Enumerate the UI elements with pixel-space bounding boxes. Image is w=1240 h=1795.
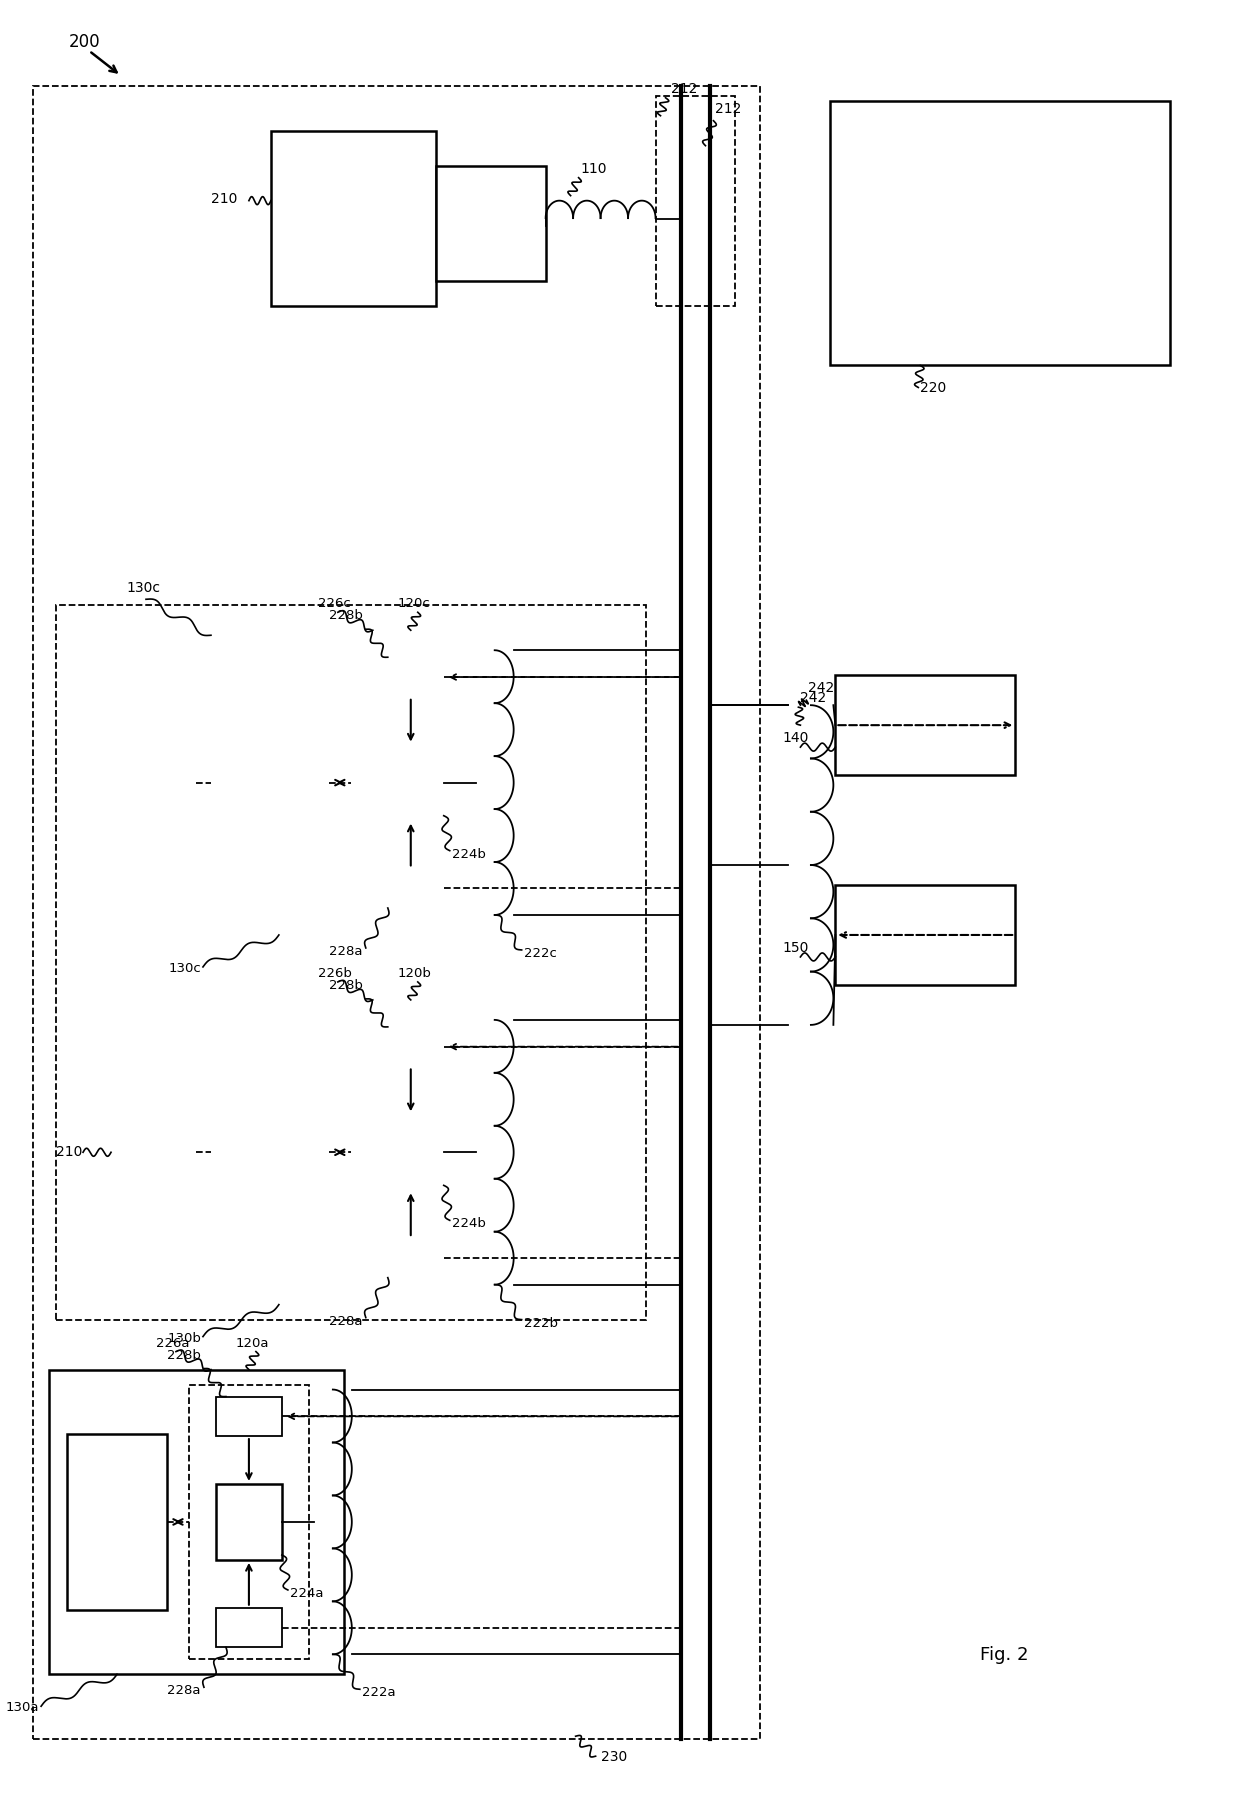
Bar [836,675,1016,775]
Text: 110: 110 [580,162,608,176]
Text: 228b: 228b [329,978,363,993]
Bar [229,1064,329,1240]
Bar [50,1370,343,1675]
Bar [216,1484,281,1560]
Text: 130b: 130b [167,1332,201,1344]
Bar [270,131,435,305]
Text: 220: 220 [920,382,946,395]
Bar [351,644,471,921]
Text: 226c: 226c [317,598,351,610]
Text: 210: 210 [56,1145,83,1160]
Bar [211,1000,506,1305]
Bar [831,101,1171,366]
Text: Fig. 2: Fig. 2 [981,1646,1029,1664]
Text: 140: 140 [782,731,808,745]
Bar [378,745,444,820]
Bar [188,1384,309,1659]
Bar [378,1239,444,1278]
Text: 224a: 224a [290,1587,324,1599]
Text: 224b: 224b [451,1217,486,1230]
Bar [211,630,506,935]
Bar [216,1397,281,1436]
Bar [435,165,546,280]
Bar [378,657,444,696]
Bar [112,743,196,822]
Bar [378,1115,444,1190]
Text: 226a: 226a [156,1337,190,1350]
Text: 228a: 228a [330,944,363,959]
Bar [351,1014,471,1289]
Text: 222b: 222b [523,1316,558,1330]
Bar [33,86,760,1739]
Text: 228b: 228b [329,609,363,623]
Text: 222a: 222a [362,1686,396,1700]
Bar [216,1608,281,1648]
Text: 242: 242 [800,691,827,705]
Text: 150: 150 [782,941,808,955]
Bar [67,1434,167,1610]
Bar [56,605,646,1319]
Text: 120a: 120a [236,1337,269,1350]
Text: 228b: 228b [167,1348,201,1362]
Text: 120c: 120c [398,598,430,610]
Text: 212: 212 [671,83,697,95]
Bar [378,869,444,908]
Text: 210: 210 [211,192,237,206]
Text: 224b: 224b [451,847,486,860]
Text: 200: 200 [69,32,100,50]
Text: 242: 242 [808,680,835,695]
Text: 130a: 130a [6,1702,40,1714]
Text: 222c: 222c [523,948,557,960]
Text: 130c: 130c [169,962,201,975]
Bar [229,695,329,871]
Text: 130c: 130c [126,582,160,596]
Text: 212: 212 [715,102,742,115]
Bar [112,1113,196,1192]
Bar [378,1027,444,1066]
Bar [656,95,735,305]
Text: 228a: 228a [330,1314,363,1328]
Text: 230: 230 [600,1750,627,1764]
Text: 228a: 228a [167,1684,201,1698]
Text: 120b: 120b [398,968,432,980]
Text: 226b: 226b [317,968,352,980]
Bar [836,885,1016,985]
